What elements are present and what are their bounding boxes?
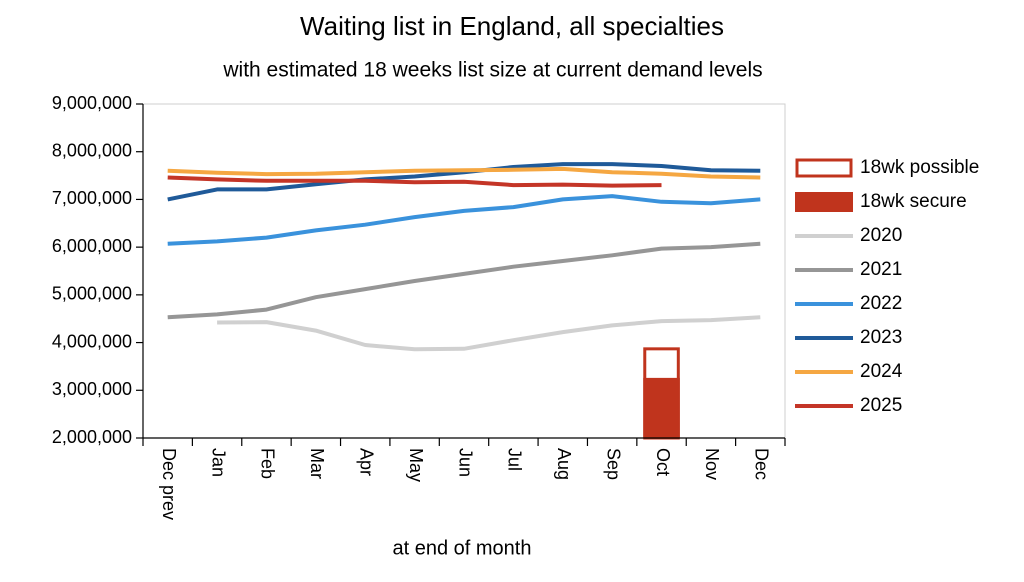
x-tick-label: Jul <box>505 448 525 471</box>
x-tick-label: Dec <box>752 448 772 480</box>
line-series <box>217 315 761 352</box>
line-series <box>167 175 662 188</box>
y-tick-label: 2,000,000 <box>52 427 132 447</box>
legend-label: 2023 <box>860 327 902 348</box>
line-series <box>167 166 761 180</box>
legend-label: 18wk possible <box>860 157 979 178</box>
x-tick-label: Dec prev <box>159 448 179 520</box>
x-tick-label: Jun <box>455 448 475 477</box>
legend-swatch <box>795 158 853 178</box>
x-tick-label: Mar <box>307 448 327 479</box>
x-tick-label: Feb <box>258 448 278 479</box>
bar <box>643 377 680 438</box>
x-tick-label: Jan <box>208 448 228 477</box>
x-axis-label: at end of month <box>393 537 532 559</box>
line-series <box>167 194 761 246</box>
legend-label: 2024 <box>860 361 903 382</box>
legend-label: 2025 <box>860 395 902 416</box>
y-tick-label: 9,000,000 <box>52 93 132 113</box>
x-tick-label: Apr <box>356 448 376 476</box>
y-tick-label: 8,000,000 <box>52 140 132 160</box>
x-tick-label: Sep <box>603 448 623 480</box>
plot-frame <box>142 103 786 439</box>
legend-label: 2021 <box>860 259 902 280</box>
legend-label: 2020 <box>860 225 902 246</box>
y-tick-label: 7,000,000 <box>52 188 132 208</box>
x-tick-label: Oct <box>653 448 673 476</box>
chart-title: Waiting list in England, all specialties <box>300 11 724 41</box>
legend-label: 18wk secure <box>860 191 967 212</box>
legend-label: 2022 <box>860 293 902 314</box>
y-tick-label: 5,000,000 <box>52 284 132 304</box>
legend-swatch <box>795 192 853 212</box>
chart-subtitle: with estimated 18 weeks list size at cur… <box>222 59 762 82</box>
x-tick-label: Nov <box>702 448 722 480</box>
y-tick-label: 4,000,000 <box>52 331 132 351</box>
x-tick-label: Aug <box>554 448 574 480</box>
line-series <box>167 241 761 320</box>
x-tick-label: May <box>406 448 426 482</box>
y-tick-label: 3,000,000 <box>52 379 132 399</box>
y-tick-label: 6,000,000 <box>52 236 132 256</box>
